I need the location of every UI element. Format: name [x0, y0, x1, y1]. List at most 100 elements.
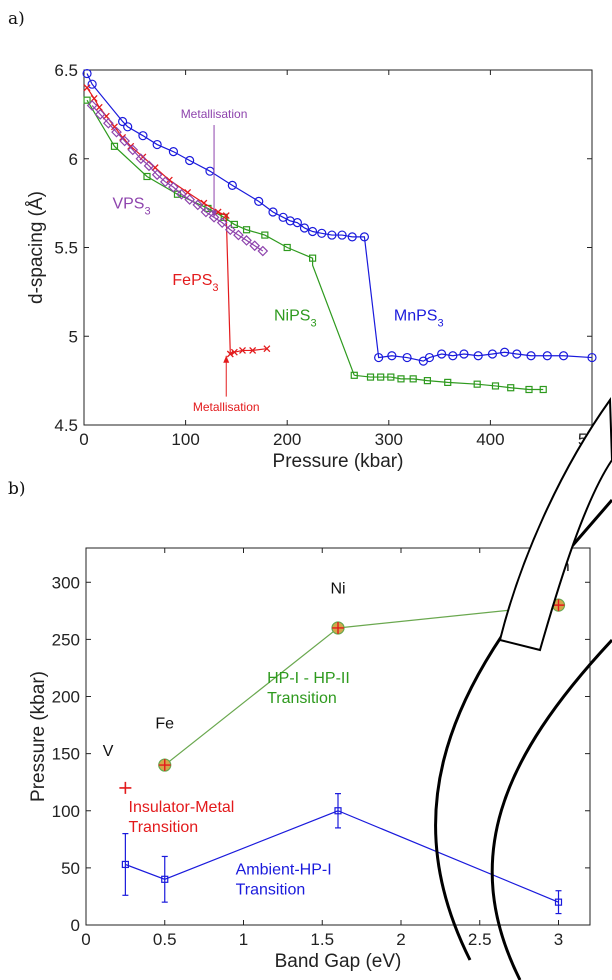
plot-b-y-tick-label: 0 [71, 916, 80, 935]
data-point-NiPS3 [261, 231, 269, 239]
plot-b-x-tick-label: 0 [81, 930, 90, 949]
data-point-NiPS3 [377, 373, 385, 381]
data-point-FePS3 [111, 123, 118, 131]
data-point-VPS3 [241, 235, 252, 246]
data-point [161, 875, 169, 883]
point-label-Mn: Mn [547, 558, 569, 575]
data-point-MnPS3 [268, 207, 278, 217]
data-point-MnPS3 [327, 230, 337, 240]
data-point-MnPS3 [227, 180, 237, 190]
plot-b-y-tick-label: 300 [52, 573, 80, 592]
series-line [164, 604, 559, 766]
data-point-VPS3 [94, 109, 106, 120]
data-point-NiPS3 [387, 373, 395, 381]
data-point-MnPS3 [337, 230, 347, 240]
plot-a-x-tick-label: 400 [476, 430, 504, 449]
data-point-MnPS3 [308, 226, 318, 237]
annotation-arrowhead-0 [211, 210, 218, 218]
series-MnPS3 [82, 68, 597, 366]
data-point-VPS3 [135, 153, 147, 165]
data-point-MnPS3 [278, 212, 288, 222]
series-HP-I - HP-II Transition [158, 598, 566, 772]
transition-label-line1: HP-I - HP-II [267, 670, 350, 687]
data-point [334, 807, 342, 815]
data-point-NiPS3 [525, 385, 533, 394]
point-label-Ni: Ni [330, 581, 345, 598]
data-point-NiPS3 [473, 380, 481, 388]
data-point-NiPS3 [283, 243, 291, 252]
data-point-MnPS3 [542, 351, 552, 361]
plot-b-x-tick-label: 1.5 [310, 930, 334, 949]
data-point [119, 781, 132, 794]
data-point-MnPS3 [87, 79, 97, 89]
panel-a-label: a) [8, 9, 25, 29]
data-point-cross [332, 621, 344, 634]
series-line-MnPS3 [86, 73, 593, 362]
data-point-MnPS3 [123, 122, 133, 132]
data-point-VPS3 [233, 229, 244, 241]
data-point-MnPS3 [587, 352, 597, 363]
plot-a-x-tick-label: 200 [273, 430, 301, 449]
data-point-MnPS3 [254, 196, 264, 206]
data-point-VPS3 [86, 100, 98, 111]
series-Insulator-Metal Transition [119, 781, 132, 794]
data-point [158, 758, 172, 772]
transition-label-line2: Transition [267, 690, 337, 707]
data-point-MnPS3 [558, 351, 569, 361]
annotation-text-metallisation: Metallisation [181, 107, 248, 121]
data-point-FePS3 [165, 176, 173, 184]
data-point-VPS3 [224, 224, 236, 236]
data-point-VPS3 [103, 117, 114, 129]
data-point-MnPS3 [152, 139, 162, 150]
plot-b-x-tick-label: 3 [554, 930, 563, 949]
point-label-V: V [103, 743, 114, 760]
plot-a-x-tick-label: 300 [375, 430, 403, 449]
plot-a-y-axis-label: d-spacing (Å) [26, 191, 47, 304]
data-point-MnPS3 [374, 352, 384, 363]
data-point-MnPS3 [500, 347, 510, 357]
data-point [331, 621, 345, 635]
data-point-NiPS3 [83, 96, 91, 104]
series-label-MnPS3: MnPS3 [394, 307, 444, 329]
data-point-MnPS3 [487, 349, 498, 359]
data-point [121, 860, 129, 869]
data-point-FePS3 [222, 212, 230, 220]
plot-b-x-axis-label: Band Gap (eV) [275, 951, 402, 972]
data-point-NiPS3 [539, 385, 547, 394]
data-point-NiPS3 [350, 371, 358, 379]
data-point-MnPS3 [387, 351, 397, 361]
transition-label-line1: Ambient-HP-I [236, 862, 332, 879]
plot-a-y-tick-label: 5.5 [54, 239, 78, 258]
data-point-VPS3 [200, 206, 212, 218]
plot-b-x-tick-label: 1 [239, 930, 248, 949]
data-point-NiPS3 [230, 220, 238, 229]
data-point-MnPS3 [473, 351, 483, 361]
data-point-NiPS3 [242, 226, 251, 234]
data-point-MnPS3 [402, 352, 412, 363]
data-point-MnPS3 [459, 349, 469, 359]
data-point-NiPS3 [110, 142, 119, 150]
data-point-VPS3 [216, 217, 228, 228]
plot-a-y-tick-label: 5 [69, 327, 78, 346]
data-point-MnPS3 [138, 131, 148, 141]
transition-label-line2: Transition [236, 882, 306, 899]
data-point-MnPS3 [424, 352, 435, 363]
data-point-NiPS3 [143, 172, 151, 181]
data-point-VPS3 [257, 245, 269, 257]
series-label-NiPS3: NiPS3 [274, 307, 317, 329]
data-point-FePS3 [226, 350, 234, 358]
plot-b-x-tick-label: 2.5 [468, 930, 492, 949]
plot-b-y-tick-label: 200 [52, 688, 80, 707]
data-point-NiPS3 [409, 375, 417, 383]
plot-a-x-tick-label: 0 [79, 430, 88, 449]
series-FePS3 [83, 84, 271, 358]
data-point-VPS3 [119, 135, 130, 147]
data-point-FePS3 [239, 346, 246, 354]
series-label-FePS3: FePS3 [172, 272, 218, 294]
data-point-FePS3 [214, 208, 222, 216]
series-VPS3 [86, 100, 269, 257]
plot-b-x-tick-label: 0.5 [153, 930, 177, 949]
data-point-MnPS3 [317, 228, 327, 238]
plot-a-y-tick-label: 4.5 [54, 416, 78, 435]
